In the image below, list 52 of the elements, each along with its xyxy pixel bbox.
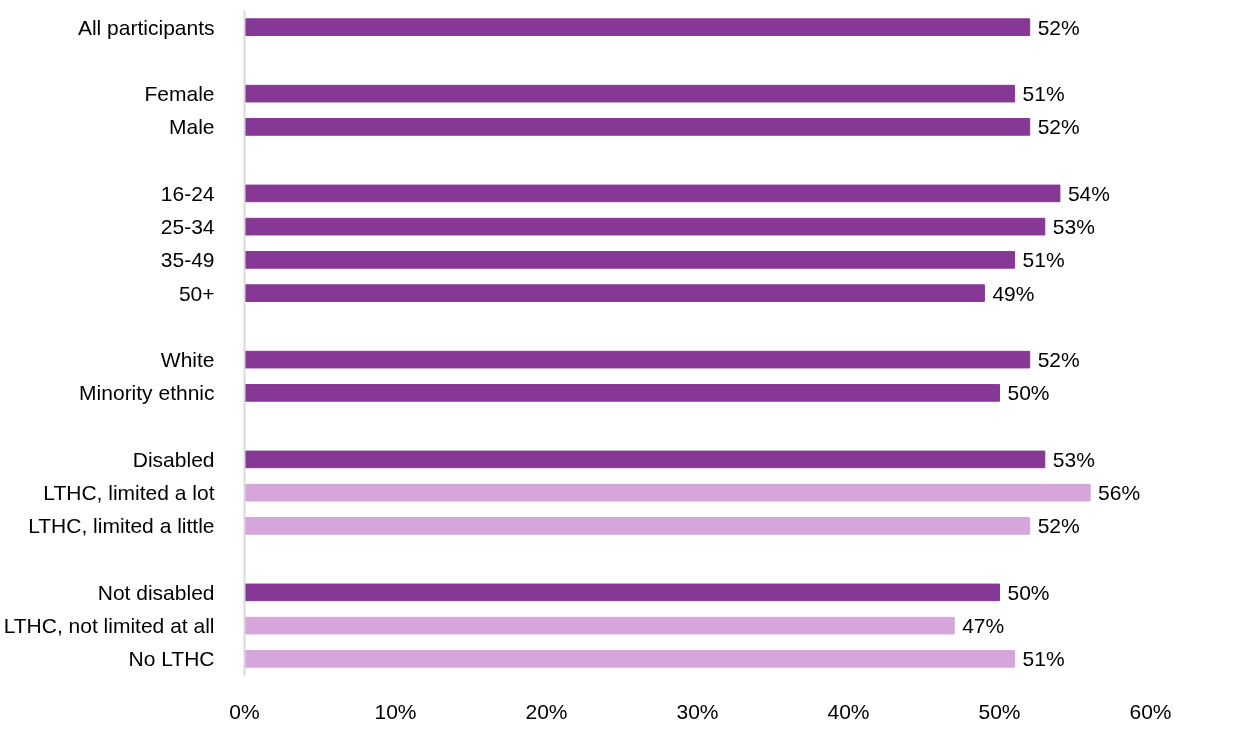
y-tick-label: No LTHC xyxy=(128,647,215,671)
bar xyxy=(244,384,1000,402)
x-tick-label: 30% xyxy=(676,699,719,723)
data-label: 52% xyxy=(1037,115,1080,139)
x-tick-label: 50% xyxy=(978,699,1021,723)
x-tick-label: 0% xyxy=(229,699,260,723)
bar xyxy=(244,118,1031,136)
data-label: 52% xyxy=(1037,514,1080,538)
y-tick-label: Disabled xyxy=(132,447,215,471)
data-label: 52% xyxy=(1037,15,1080,39)
y-tick-label: Male xyxy=(168,115,215,139)
y-tick-label: 16-24 xyxy=(160,181,215,205)
bar xyxy=(244,184,1061,203)
data-label: 56% xyxy=(1098,481,1141,505)
bar xyxy=(244,18,1031,36)
y-tick-label: 35-49 xyxy=(160,248,215,272)
data-label: 53% xyxy=(1052,215,1095,239)
x-tick-label: 10% xyxy=(374,699,417,723)
bar xyxy=(244,517,1031,535)
bar xyxy=(244,84,1016,103)
y-tick-label: LTHC, limited a little xyxy=(28,514,215,538)
data-label: 54% xyxy=(1067,181,1110,205)
y-tick-label: White xyxy=(160,348,215,372)
bar xyxy=(244,583,1000,602)
y-tick-label: LTHC, not limited at all xyxy=(3,614,215,638)
data-label: 50% xyxy=(1007,381,1050,405)
y-tick-label: All participants xyxy=(77,15,215,39)
bar xyxy=(244,616,955,635)
data-label: 49% xyxy=(992,281,1035,305)
x-tick-label: 40% xyxy=(827,699,870,723)
bar xyxy=(244,284,985,302)
y-tick-label: Minority ethnic xyxy=(79,381,215,405)
x-tick-label: 60% xyxy=(1129,699,1172,723)
data-label: 50% xyxy=(1007,580,1050,604)
x-tick-label: 20% xyxy=(525,699,568,723)
bar xyxy=(244,450,1046,469)
y-tick-label: Female xyxy=(144,82,215,106)
data-label: 52% xyxy=(1037,348,1080,372)
data-label: 47% xyxy=(962,614,1005,638)
data-label: 51% xyxy=(1022,248,1065,272)
bar xyxy=(244,217,1046,236)
y-tick-label: 50+ xyxy=(178,281,215,305)
bar xyxy=(244,350,1031,369)
y-tick-label: 25-34 xyxy=(160,215,215,239)
data-label: 53% xyxy=(1052,447,1095,471)
data-label: 51% xyxy=(1022,647,1065,671)
y-tick-label: Not disabled xyxy=(97,580,215,604)
data-label: 51% xyxy=(1022,82,1065,106)
bar xyxy=(244,251,1016,269)
y-tick-label: LTHC, limited a lot xyxy=(43,481,215,505)
bar xyxy=(244,483,1091,502)
bar xyxy=(244,650,1016,668)
